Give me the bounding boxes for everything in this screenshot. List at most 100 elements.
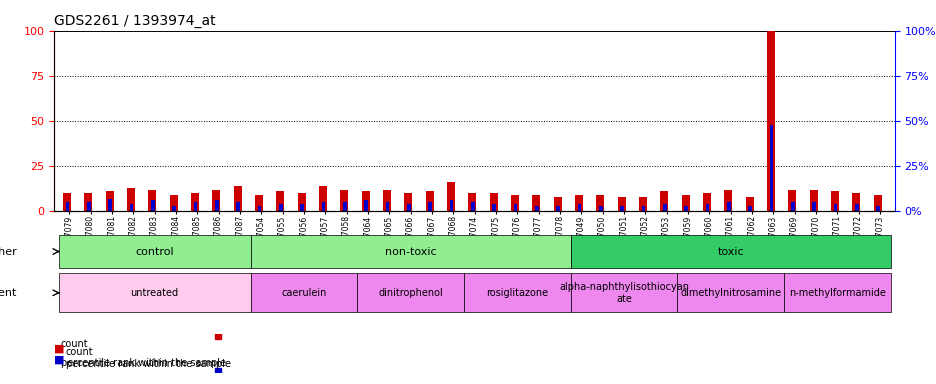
- Bar: [745, 197, 753, 211]
- Bar: [875, 206, 879, 211]
- Bar: [340, 190, 348, 211]
- Bar: [683, 206, 687, 211]
- Bar: [790, 202, 794, 211]
- Bar: [108, 199, 112, 211]
- Bar: [767, 31, 774, 211]
- Bar: [172, 206, 176, 211]
- Bar: [463, 273, 570, 312]
- Bar: [257, 206, 261, 211]
- Bar: [250, 235, 570, 268]
- Bar: [570, 235, 889, 268]
- Bar: [385, 202, 389, 211]
- Text: agent: agent: [0, 288, 17, 298]
- Bar: [617, 197, 625, 211]
- Text: percentile rank within the sample: percentile rank within the sample: [61, 358, 226, 368]
- Bar: [598, 206, 602, 211]
- Bar: [747, 206, 752, 211]
- Bar: [575, 195, 582, 211]
- Text: n-methylformamide: n-methylformamide: [788, 288, 885, 298]
- Text: ■: ■: [54, 355, 65, 365]
- Bar: [127, 188, 135, 211]
- Bar: [809, 190, 817, 211]
- Bar: [677, 273, 783, 312]
- Text: dinitrophenol: dinitrophenol: [378, 288, 443, 298]
- Bar: [214, 200, 218, 211]
- Bar: [641, 206, 645, 211]
- Bar: [250, 273, 357, 312]
- Bar: [129, 204, 133, 211]
- Bar: [87, 202, 91, 211]
- Bar: [532, 195, 540, 211]
- Bar: [403, 193, 412, 211]
- Bar: [106, 191, 113, 211]
- Bar: [726, 202, 730, 211]
- Bar: [680, 195, 689, 211]
- Bar: [854, 204, 857, 211]
- Bar: [63, 193, 71, 211]
- Text: untreated: untreated: [130, 288, 179, 298]
- Bar: [662, 204, 666, 211]
- Bar: [702, 193, 710, 211]
- Bar: [638, 197, 647, 211]
- Bar: [364, 200, 368, 211]
- Text: dimethylnitrosamine: dimethylnitrosamine: [680, 288, 781, 298]
- Text: alpha-naphthylisothiocyan
ate: alpha-naphthylisothiocyan ate: [558, 282, 688, 304]
- Bar: [812, 202, 815, 211]
- Bar: [279, 204, 283, 211]
- Bar: [783, 273, 889, 312]
- Text: percentile rank within the sample: percentile rank within the sample: [66, 359, 230, 369]
- Bar: [276, 191, 285, 211]
- Bar: [705, 204, 709, 211]
- Bar: [724, 190, 732, 211]
- Bar: [556, 206, 560, 211]
- Bar: [620, 206, 623, 211]
- Bar: [490, 193, 497, 211]
- Bar: [534, 206, 538, 211]
- Text: GDS2261 / 1393974_at: GDS2261 / 1393974_at: [54, 14, 215, 28]
- Text: rosiglitazone: rosiglitazone: [486, 288, 548, 298]
- Bar: [428, 202, 431, 211]
- Bar: [84, 193, 93, 211]
- Bar: [787, 190, 796, 211]
- Bar: [298, 193, 305, 211]
- Bar: [212, 190, 220, 211]
- Bar: [236, 202, 240, 211]
- Bar: [491, 204, 495, 211]
- Bar: [321, 202, 325, 211]
- Text: caerulein: caerulein: [281, 288, 327, 298]
- Bar: [425, 191, 433, 211]
- Bar: [446, 182, 455, 211]
- Text: other: other: [0, 247, 17, 257]
- Text: toxic: toxic: [716, 247, 743, 257]
- Bar: [151, 200, 154, 211]
- Bar: [833, 204, 837, 211]
- Bar: [553, 197, 562, 211]
- Bar: [768, 124, 772, 211]
- Text: non-toxic: non-toxic: [385, 247, 436, 257]
- Bar: [361, 191, 370, 211]
- Text: control: control: [135, 247, 174, 257]
- Bar: [406, 204, 410, 211]
- Bar: [66, 202, 69, 211]
- Bar: [660, 191, 667, 211]
- Bar: [318, 186, 327, 211]
- Bar: [468, 193, 475, 211]
- Bar: [513, 204, 517, 211]
- Bar: [852, 193, 859, 211]
- Text: count: count: [66, 347, 93, 357]
- Bar: [872, 195, 881, 211]
- Bar: [194, 202, 197, 211]
- Text: count: count: [61, 339, 88, 349]
- Bar: [148, 190, 156, 211]
- Bar: [255, 195, 263, 211]
- Bar: [169, 195, 178, 211]
- Bar: [577, 204, 580, 211]
- Bar: [191, 193, 198, 211]
- Bar: [570, 273, 677, 312]
- Bar: [830, 191, 838, 211]
- Bar: [357, 273, 463, 312]
- Bar: [471, 202, 475, 211]
- Bar: [233, 186, 241, 211]
- Bar: [510, 195, 519, 211]
- Text: ■: ■: [54, 343, 65, 353]
